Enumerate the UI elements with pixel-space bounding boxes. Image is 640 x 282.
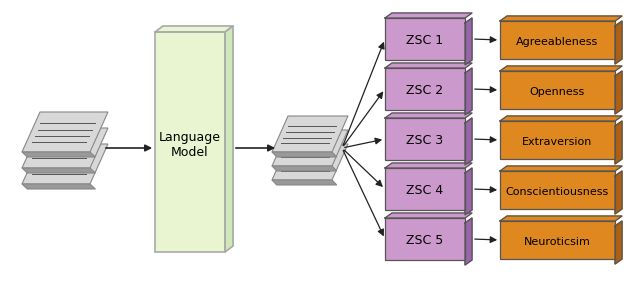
- Polygon shape: [272, 152, 337, 157]
- Polygon shape: [22, 184, 95, 189]
- Text: Agreeableness: Agreeableness: [516, 37, 598, 47]
- Polygon shape: [272, 144, 348, 180]
- Polygon shape: [500, 221, 615, 259]
- Polygon shape: [615, 71, 622, 114]
- Polygon shape: [22, 168, 95, 173]
- Polygon shape: [465, 118, 472, 165]
- Polygon shape: [155, 26, 233, 32]
- Polygon shape: [385, 213, 472, 218]
- Polygon shape: [22, 112, 108, 152]
- Polygon shape: [385, 68, 465, 110]
- Polygon shape: [500, 16, 622, 21]
- Polygon shape: [272, 116, 348, 152]
- Text: Openness: Openness: [530, 87, 585, 97]
- Polygon shape: [500, 216, 622, 221]
- Polygon shape: [385, 168, 465, 210]
- Polygon shape: [465, 68, 472, 115]
- Polygon shape: [615, 21, 622, 64]
- Polygon shape: [465, 218, 472, 265]
- Polygon shape: [500, 66, 622, 71]
- Text: ZSC 3: ZSC 3: [406, 135, 444, 147]
- Text: Conscientiousness: Conscientiousness: [506, 187, 609, 197]
- Text: ZSC 4: ZSC 4: [406, 184, 444, 197]
- Polygon shape: [500, 121, 615, 159]
- Text: Language
Model: Language Model: [159, 131, 221, 159]
- Text: Extraversion: Extraversion: [522, 137, 593, 147]
- Polygon shape: [465, 18, 472, 65]
- Polygon shape: [615, 171, 622, 214]
- Polygon shape: [500, 171, 615, 209]
- Polygon shape: [615, 121, 622, 164]
- Polygon shape: [22, 128, 108, 168]
- Polygon shape: [225, 26, 233, 252]
- Polygon shape: [500, 166, 622, 171]
- Polygon shape: [500, 71, 615, 109]
- Polygon shape: [272, 180, 337, 185]
- Polygon shape: [385, 13, 472, 18]
- Text: ZSC 5: ZSC 5: [406, 235, 444, 248]
- Text: ZSC 1: ZSC 1: [406, 34, 444, 47]
- Polygon shape: [465, 168, 472, 215]
- Polygon shape: [22, 144, 108, 184]
- Polygon shape: [272, 166, 337, 171]
- Polygon shape: [385, 113, 472, 118]
- Polygon shape: [155, 32, 225, 252]
- Polygon shape: [385, 118, 465, 160]
- Polygon shape: [385, 218, 465, 260]
- Polygon shape: [385, 163, 472, 168]
- Text: ZSC 2: ZSC 2: [406, 85, 444, 98]
- Polygon shape: [22, 152, 95, 157]
- Polygon shape: [385, 18, 465, 60]
- Text: Neuroticsim: Neuroticsim: [524, 237, 591, 247]
- Polygon shape: [615, 221, 622, 264]
- Polygon shape: [385, 63, 472, 68]
- Polygon shape: [272, 130, 348, 166]
- Polygon shape: [500, 116, 622, 121]
- Polygon shape: [500, 21, 615, 59]
